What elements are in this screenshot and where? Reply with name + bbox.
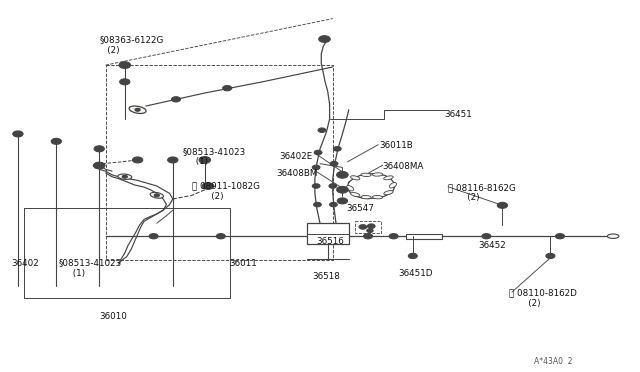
Circle shape (411, 255, 415, 257)
Circle shape (337, 171, 348, 178)
Text: 36011: 36011 (229, 259, 257, 267)
Text: 36402E: 36402E (280, 152, 313, 161)
Text: Ⓑ 08116-8162G
       (2): Ⓑ 08116-8162G (2) (448, 183, 516, 202)
Text: 36402: 36402 (12, 259, 39, 267)
Circle shape (122, 64, 127, 67)
Circle shape (51, 138, 61, 144)
Circle shape (314, 150, 322, 155)
Text: 36408BM: 36408BM (276, 169, 318, 178)
Circle shape (93, 162, 105, 169)
Circle shape (367, 229, 373, 232)
Ellipse shape (389, 183, 397, 188)
Circle shape (149, 234, 158, 239)
Circle shape (314, 202, 321, 207)
Circle shape (337, 186, 348, 193)
Circle shape (172, 97, 180, 102)
Circle shape (389, 234, 398, 239)
Circle shape (119, 62, 131, 68)
Text: 36010: 36010 (99, 312, 127, 321)
Ellipse shape (372, 195, 383, 199)
Circle shape (319, 36, 330, 42)
Circle shape (340, 188, 345, 191)
Circle shape (135, 108, 140, 111)
Circle shape (202, 158, 207, 161)
Ellipse shape (129, 106, 146, 113)
Text: Ⓑ 08110-8162D
       (2): Ⓑ 08110-8162D (2) (509, 288, 577, 308)
Bar (406, 234, 442, 239)
Circle shape (330, 161, 338, 166)
Text: 36516: 36516 (317, 237, 344, 246)
Circle shape (340, 173, 345, 176)
Ellipse shape (372, 173, 383, 176)
Ellipse shape (607, 234, 619, 238)
Circle shape (333, 147, 341, 151)
Ellipse shape (361, 195, 371, 199)
Circle shape (364, 234, 372, 239)
Circle shape (359, 225, 367, 229)
Circle shape (205, 185, 211, 187)
Circle shape (202, 183, 214, 189)
Circle shape (497, 202, 508, 208)
Text: §08513-41023
     (1): §08513-41023 (1) (182, 147, 246, 166)
Ellipse shape (361, 173, 371, 177)
Circle shape (94, 146, 104, 152)
Text: 36408MA: 36408MA (383, 162, 424, 171)
Text: §08363-6122G
   (2): §08363-6122G (2) (99, 35, 163, 55)
Ellipse shape (346, 186, 354, 191)
Circle shape (312, 165, 320, 170)
Circle shape (546, 253, 555, 259)
Ellipse shape (351, 176, 360, 180)
Circle shape (548, 255, 552, 257)
Circle shape (168, 157, 178, 163)
Circle shape (223, 86, 232, 91)
Text: Ⓝ 08911-1082G
       (2): Ⓝ 08911-1082G (2) (192, 182, 260, 201)
Ellipse shape (384, 176, 393, 180)
Ellipse shape (118, 174, 132, 179)
Text: §08513-41023
     (1): §08513-41023 (1) (59, 259, 122, 278)
Text: 36518: 36518 (312, 272, 340, 281)
Circle shape (318, 128, 326, 132)
Circle shape (216, 234, 225, 239)
Circle shape (482, 234, 491, 239)
Circle shape (340, 200, 344, 202)
Circle shape (556, 234, 564, 239)
Text: A*43A0  2: A*43A0 2 (534, 357, 573, 366)
Ellipse shape (384, 190, 393, 195)
Circle shape (132, 157, 143, 163)
Circle shape (120, 79, 130, 85)
Text: 36452: 36452 (479, 241, 506, 250)
Ellipse shape (351, 192, 360, 197)
Bar (307, 223, 349, 244)
Text: 36451D: 36451D (398, 269, 433, 278)
Ellipse shape (150, 192, 163, 198)
Circle shape (199, 157, 211, 163)
Circle shape (500, 204, 504, 206)
Circle shape (329, 184, 337, 188)
Circle shape (367, 224, 375, 228)
Circle shape (330, 202, 337, 207)
Text: 36011B: 36011B (379, 141, 413, 150)
Circle shape (13, 131, 23, 137)
Circle shape (154, 194, 159, 197)
Circle shape (337, 198, 348, 204)
Text: 36451: 36451 (445, 110, 472, 119)
Text: 36547: 36547 (346, 204, 374, 213)
Circle shape (312, 184, 320, 188)
Circle shape (408, 253, 417, 259)
Circle shape (122, 175, 127, 178)
